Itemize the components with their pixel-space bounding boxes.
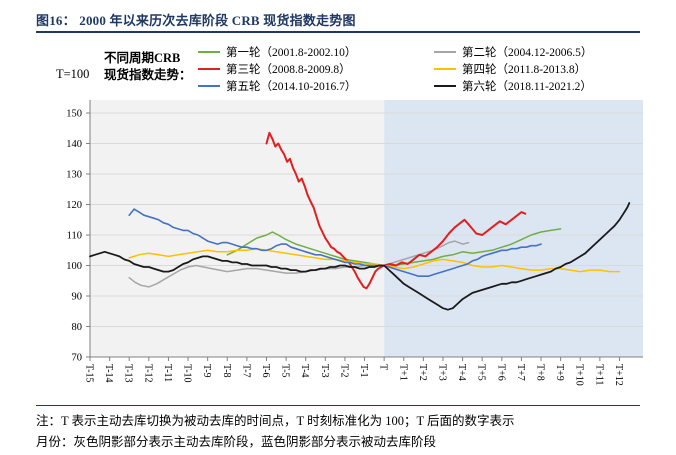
legend-line-swatch	[434, 68, 456, 70]
legend-intro: 不同周期CRB 现货指数走势：	[104, 50, 192, 84]
svg-text:T-12: T-12	[142, 364, 153, 383]
svg-text:140: 140	[66, 139, 82, 150]
svg-text:T+3: T+3	[437, 364, 448, 381]
chart-svg: 70 80 90 100 110 120 130 140 150 T-15 T-14 T-13 T-12…	[66, 100, 643, 386]
legend-item-5: 第五轮（2014.10-2016.7）	[198, 79, 434, 93]
series-line	[128, 208, 542, 278]
series-line	[89, 202, 631, 311]
legend-item-3: 第三轮（2008.8-2009.8）	[198, 62, 434, 76]
note-divider	[36, 405, 640, 406]
legend-item-4: 第四轮（2011.8-2013.8）	[434, 62, 650, 76]
chart-legend: 第一轮（2001.8-2002.10） 第二轮（2004.12-2006.5） 第三…	[198, 45, 650, 93]
legend-item-6: 第六轮（2018.11-2021.2）	[434, 79, 650, 93]
svg-text:T+9: T+9	[554, 364, 565, 381]
legend-label: 第一轮（2001.8-2002.10）	[226, 47, 357, 59]
svg-text:T+6: T+6	[495, 364, 506, 381]
legend-intro-line2: 现货指数走势：	[104, 68, 192, 82]
series-line	[265, 131, 527, 290]
svg-text:90: 90	[72, 292, 83, 303]
legend-item-1: 第一轮（2001.8-2002.10）	[198, 45, 434, 59]
svg-text:70: 70	[72, 353, 83, 364]
svg-text:T+4: T+4	[456, 364, 467, 381]
figure-title: 图16： 2000 年以来历次去库阶段 CRB 现货指数走势图	[36, 13, 356, 28]
svg-text:T-10: T-10	[182, 364, 193, 383]
svg-text:T+7: T+7	[515, 364, 526, 381]
svg-text:T-2: T-2	[338, 364, 349, 378]
passive-destock-zone	[384, 100, 643, 357]
svg-text:T-6: T-6	[260, 364, 271, 378]
legend-line-swatch	[198, 68, 220, 70]
svg-text:100: 100	[66, 261, 82, 272]
legend-label: 第五轮（2014.10-2016.7）	[226, 81, 357, 93]
legend-item-2: 第二轮（2004.12-2006.5）	[434, 45, 650, 59]
legend-label: 第三轮（2008.8-2009.8）	[226, 64, 351, 76]
svg-text:T+1: T+1	[397, 364, 408, 381]
svg-text:T+2: T+2	[417, 364, 428, 381]
legend-line-swatch	[198, 85, 220, 87]
figure-note-line2: 月份：灰色阴影部分表示主动去库阶段，蓝色阴影部分表示被动去库阶段	[36, 435, 437, 449]
svg-text:T-11: T-11	[162, 364, 173, 382]
svg-text:T-13: T-13	[123, 364, 134, 383]
axis-normalization-label: T=100	[56, 67, 90, 81]
chart-area: 70 80 90 100 110 120 130 140 150 T-15 T-14 T-13 T-12…	[66, 100, 643, 386]
svg-text:T: T	[378, 364, 389, 370]
svg-text:T+10: T+10	[574, 364, 585, 386]
legend-line-swatch	[198, 51, 220, 53]
svg-text:T-15: T-15	[84, 364, 95, 383]
svg-text:T+12: T+12	[613, 364, 624, 386]
svg-text:150: 150	[66, 109, 82, 120]
title-divider	[36, 31, 640, 33]
svg-text:T+8: T+8	[535, 364, 546, 381]
legend-label: 第六轮（2018.11-2021.2）	[462, 81, 592, 93]
svg-text:120: 120	[66, 200, 82, 211]
svg-text:130: 130	[66, 170, 82, 181]
svg-text:T-3: T-3	[319, 364, 330, 378]
svg-text:T+11: T+11	[593, 364, 604, 385]
legend-label: 第四轮（2011.8-2013.8）	[462, 64, 587, 76]
svg-text:T+5: T+5	[476, 364, 487, 381]
svg-text:T-9: T-9	[201, 364, 212, 378]
svg-text:T-1: T-1	[358, 364, 369, 378]
svg-text:110: 110	[67, 231, 82, 242]
active-destock-zone	[90, 100, 385, 357]
legend-line-swatch	[434, 51, 456, 53]
svg-text:T-7: T-7	[240, 364, 251, 378]
legend-label: 第二轮（2004.12-2006.5）	[462, 47, 593, 59]
svg-text:80: 80	[72, 322, 83, 333]
svg-text:T-4: T-4	[299, 364, 310, 378]
figure-note-line1: 注：T 表示主动去库切换为被动去库的时间点，T 时刻标准化为 100；T 后面的…	[36, 414, 515, 428]
svg-text:T-8: T-8	[221, 364, 232, 378]
legend-line-swatch	[434, 85, 456, 87]
svg-text:T-5: T-5	[280, 364, 291, 378]
svg-text:T-14: T-14	[103, 364, 114, 383]
series-line	[128, 247, 621, 273]
legend-intro-line1: 不同周期CRB	[104, 51, 181, 65]
